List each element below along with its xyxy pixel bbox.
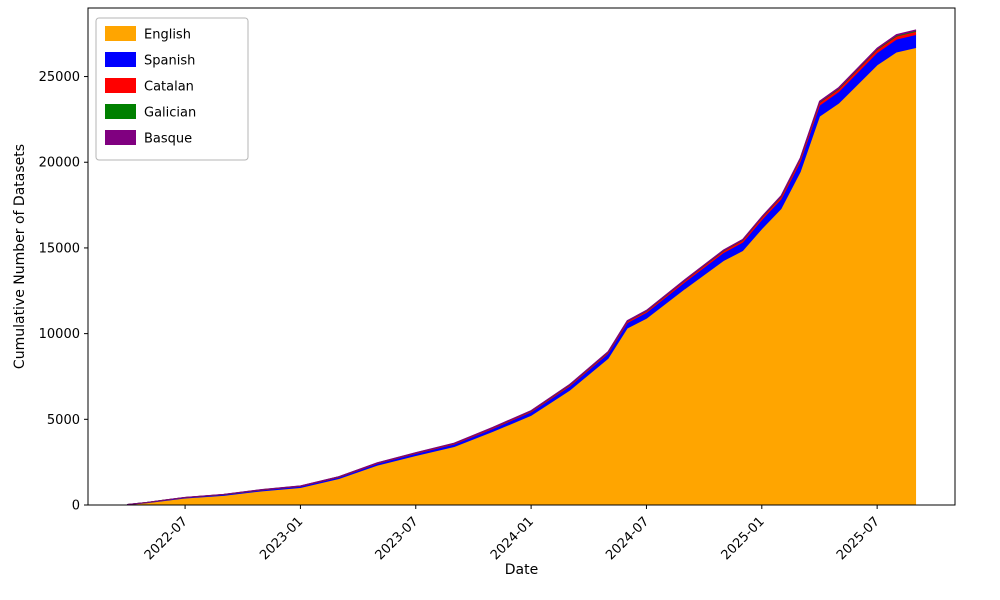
x-tick-label: 2023-07 — [373, 514, 422, 563]
y-tick-label: 25000 — [39, 70, 80, 85]
x-tick-label: 2025-07 — [834, 514, 883, 563]
y-tick-label: 0 — [72, 499, 80, 514]
x-tick-label: 2025-01 — [719, 514, 768, 563]
x-tick-label: 2023-01 — [257, 514, 306, 563]
legend-swatch-galician — [105, 104, 136, 119]
legend-label-galician: Galician — [144, 106, 196, 121]
legend-label-spanish: Spanish — [144, 54, 195, 69]
x-tick-label: 2024-01 — [488, 514, 537, 563]
y-tick-label: 10000 — [39, 327, 80, 342]
legend-swatch-catalan — [105, 78, 136, 93]
area-basque — [127, 29, 917, 505]
plot-frame — [87, 7, 956, 506]
y-axis-label: Cumulative Number of Datasets — [12, 143, 28, 370]
x-tick-label: 2022-07 — [142, 514, 191, 563]
y-tick-label: 20000 — [39, 156, 80, 171]
x-axis-label: Date — [504, 562, 539, 578]
y-tick-label: 15000 — [39, 241, 80, 256]
legend-label-english: English — [144, 28, 191, 43]
legend-label-basque: Basque — [144, 132, 192, 147]
legend-label-catalan: Catalan — [144, 80, 194, 95]
legend-swatch-english — [105, 26, 136, 41]
y-tick-label: 5000 — [47, 413, 80, 428]
legend-swatch-spanish — [105, 52, 136, 67]
legend-swatch-basque — [105, 130, 136, 145]
x-tick-label: 2024-07 — [603, 514, 652, 563]
